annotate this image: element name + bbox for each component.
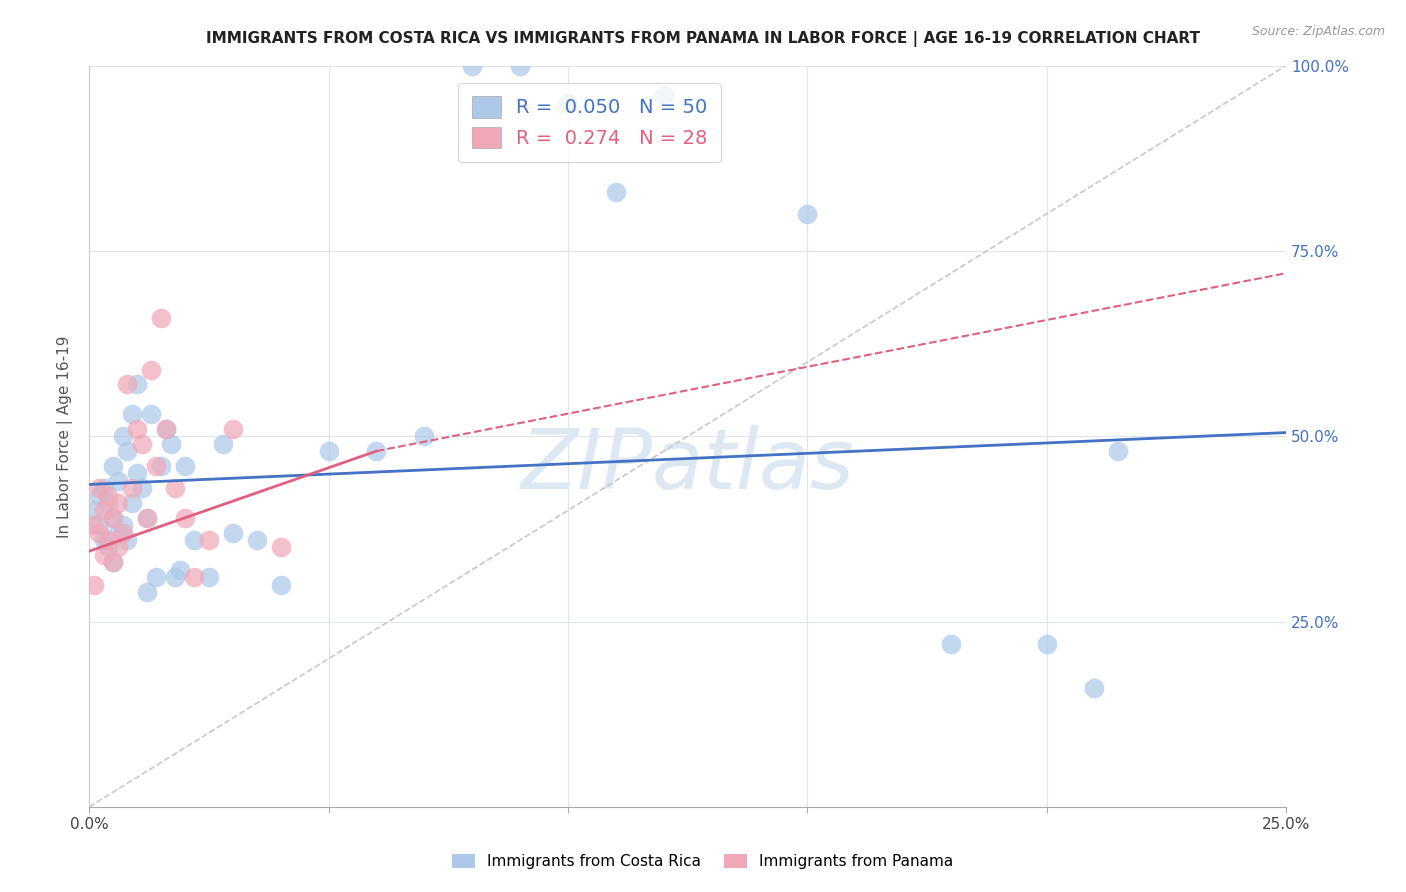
Point (107, 541, 129, 555)
Point (939, 637, 962, 651)
Point (125, 467, 148, 481)
Point (155, 422, 177, 436)
Point (121, 481, 143, 495)
Point (145, 570, 167, 584)
Point (461, 59, 484, 73)
Point (107, 474, 129, 488)
Point (125, 422, 148, 436)
Point (83, 503, 105, 517)
Point (1107, 444, 1129, 458)
Point (145, 458, 167, 473)
Point (141, 362, 163, 376)
Point (270, 577, 292, 591)
Text: ZIPatlas: ZIPatlas (520, 425, 855, 507)
Point (93, 503, 115, 517)
Point (141, 407, 163, 421)
Point (212, 436, 235, 450)
Point (111, 429, 134, 443)
Point (117, 444, 139, 458)
Point (83, 577, 105, 591)
Point (93, 533, 115, 547)
Point (366, 444, 388, 458)
Point (318, 444, 340, 458)
Point (557, 95, 579, 110)
Point (87, 489, 110, 503)
Point (183, 533, 205, 547)
Point (111, 518, 134, 533)
Point (165, 481, 187, 495)
Point (101, 458, 124, 473)
Point (135, 511, 157, 525)
Point (174, 511, 197, 525)
Point (111, 525, 134, 540)
Point (1035, 637, 1057, 651)
Point (135, 511, 157, 525)
Point (159, 436, 181, 450)
Point (413, 429, 436, 443)
Point (97, 541, 120, 555)
Point (107, 525, 129, 540)
Point (149, 458, 172, 473)
Text: IMMIGRANTS FROM COSTA RICA VS IMMIGRANTS FROM PANAMA IN LABOR FORCE | AGE 16-19 : IMMIGRANTS FROM COSTA RICA VS IMMIGRANTS… (207, 31, 1199, 47)
Point (149, 310, 172, 325)
Point (97, 496, 120, 510)
Point (101, 555, 124, 569)
Point (183, 570, 205, 584)
Point (97, 489, 120, 503)
Legend: R =  0.050   N = 50, R =  0.274   N = 28: R = 0.050 N = 50, R = 0.274 N = 28 (458, 83, 721, 162)
Point (174, 458, 197, 473)
Point (796, 207, 818, 221)
Point (198, 533, 221, 547)
Point (97, 533, 120, 547)
Point (652, 88, 675, 103)
Legend: Immigrants from Costa Rica, Immigrants from Panama: Immigrants from Costa Rica, Immigrants f… (446, 848, 960, 875)
Point (101, 555, 124, 569)
Point (87, 518, 110, 533)
Point (101, 511, 124, 525)
Point (101, 511, 124, 525)
Point (125, 377, 148, 392)
Point (93, 481, 115, 495)
Point (222, 525, 245, 540)
Point (155, 422, 177, 436)
Point (131, 481, 153, 495)
Point (107, 496, 129, 510)
Point (509, 59, 531, 73)
Point (83, 518, 105, 533)
Point (117, 533, 139, 547)
Point (222, 422, 245, 436)
Point (87, 481, 110, 495)
Point (270, 541, 292, 555)
Point (131, 436, 153, 450)
Point (135, 585, 157, 599)
Y-axis label: In Labor Force | Age 16-19: In Labor Force | Age 16-19 (58, 335, 73, 538)
Text: Source: ZipAtlas.com: Source: ZipAtlas.com (1251, 25, 1385, 38)
Point (117, 377, 139, 392)
Point (198, 570, 221, 584)
Point (121, 496, 143, 510)
Point (246, 533, 269, 547)
Point (93, 548, 115, 562)
Point (165, 570, 187, 584)
Point (1083, 681, 1105, 696)
Point (121, 407, 143, 421)
Point (87, 525, 110, 540)
Point (169, 563, 191, 577)
Point (605, 185, 627, 199)
